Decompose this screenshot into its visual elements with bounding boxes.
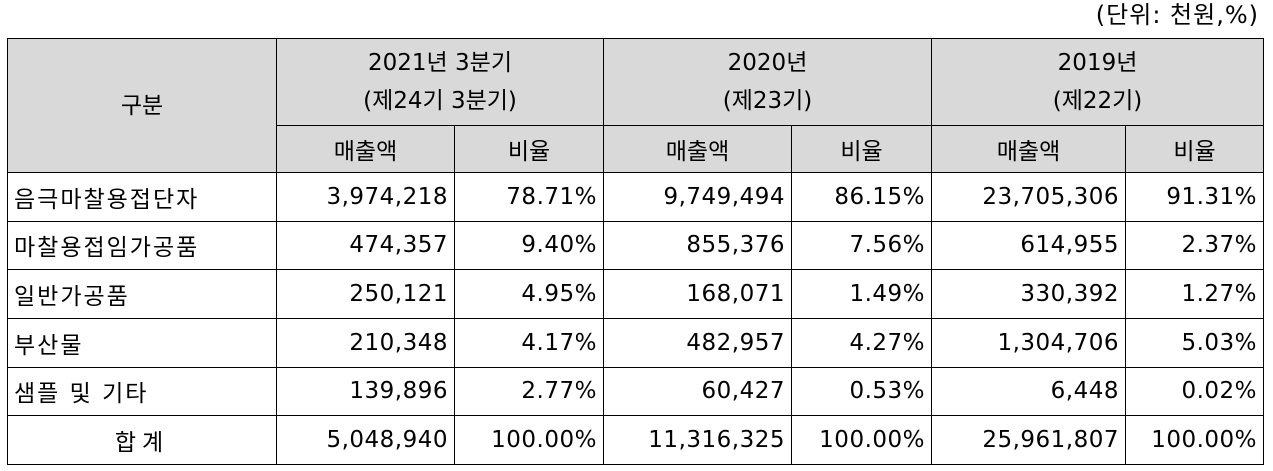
row-category: 음극마찰용접단자: [7, 172, 277, 222]
unit-label: (단위: 천원,%): [1095, 1, 1259, 29]
cell-sales: 474,357: [276, 220, 455, 271]
table-row: 마찰용접임가공품 474,357 9.40% 855,376 7.56% 614…: [7, 220, 1265, 271]
cell-sales: 1,304,706: [931, 317, 1127, 368]
cell-sales: 3,974,218: [276, 172, 455, 222]
header-ratio: 비율: [454, 125, 604, 173]
period-year: 2019년: [1057, 50, 1138, 76]
cell-sales: 250,121: [276, 269, 455, 319]
table-row: 음극마찰용접단자 3,974,218 78.71% 9,749,494 86.1…: [7, 172, 1265, 222]
header-period-2019: 2019년 (제22기): [931, 38, 1265, 126]
cell-sales: 11,316,325: [603, 415, 792, 465]
cell-sales: 330,392: [931, 269, 1127, 319]
table-row: 일반가공품 250,121 4.95% 168,071 1.49% 330,39…: [7, 269, 1265, 319]
period-term: (제24기 3분기): [363, 88, 517, 114]
period-term: (제22기): [1052, 88, 1143, 114]
sales-table: 구분 2021년 3분기 (제24기 3분기) 2020년 (제23기) 201…: [7, 38, 1265, 465]
cell-ratio: 5.03%: [1125, 317, 1265, 368]
cell-ratio: 1.49%: [790, 269, 933, 319]
period-year: 2020년: [727, 50, 808, 76]
row-category: 부산물: [7, 317, 277, 368]
cell-ratio: 0.53%: [790, 366, 933, 417]
cell-ratio: 4.17%: [454, 317, 604, 368]
cell-ratio: 2.37%: [1125, 220, 1265, 271]
header-period-2020: 2020년 (제23기): [602, 38, 933, 126]
cell-sales: 25,961,807: [931, 415, 1127, 465]
cell-ratio: 2.77%: [454, 366, 604, 417]
cell-sales: 139,896: [276, 366, 455, 417]
row-category: 합계: [7, 415, 277, 465]
row-category: 샘플 및 기타: [7, 366, 277, 417]
cell-sales: 210,348: [276, 317, 455, 368]
table-row-total: 합계 5,048,940 100.00% 11,316,325 100.00% …: [7, 415, 1265, 465]
period-term: (제23기): [722, 88, 813, 114]
cell-ratio: 86.15%: [790, 172, 933, 222]
table-row: 샘플 및 기타 139,896 2.77% 60,427 0.53% 6,448…: [7, 366, 1265, 417]
cell-ratio: 91.31%: [1125, 172, 1265, 222]
cell-ratio: 7.56%: [790, 220, 933, 271]
cell-ratio: 9.40%: [454, 220, 604, 271]
cell-ratio: 0.02%: [1125, 366, 1265, 417]
cell-sales: 6,448: [931, 366, 1127, 417]
header-period-2021q3: 2021년 3분기 (제24기 3분기): [276, 38, 604, 126]
cell-ratio: 4.95%: [454, 269, 604, 319]
header-sales: 매출액: [931, 125, 1127, 173]
row-category: 일반가공품: [7, 269, 277, 319]
period-year: 2021년 3분기: [368, 50, 512, 76]
cell-sales: 855,376: [603, 220, 792, 271]
header-category: 구분: [7, 38, 277, 173]
cell-sales: 614,955: [931, 220, 1127, 271]
cell-ratio: 4.27%: [790, 317, 933, 368]
cell-sales: 482,957: [603, 317, 792, 368]
cell-sales: 60,427: [603, 366, 792, 417]
header-ratio: 비율: [790, 125, 933, 173]
cell-ratio: 100.00%: [1125, 415, 1265, 465]
cell-sales: 168,071: [603, 269, 792, 319]
cell-sales: 5,048,940: [276, 415, 455, 465]
row-category: 마찰용접임가공품: [7, 220, 277, 271]
header-sales: 매출액: [276, 125, 455, 173]
table-row: 부산물 210,348 4.17% 482,957 4.27% 1,304,70…: [7, 317, 1265, 368]
header-sales: 매출액: [603, 125, 792, 173]
cell-ratio: 78.71%: [454, 172, 604, 222]
cell-sales: 9,749,494: [603, 172, 792, 222]
header-ratio: 비율: [1125, 125, 1265, 173]
cell-sales: 23,705,306: [931, 172, 1127, 222]
cell-ratio: 100.00%: [790, 415, 933, 465]
cell-ratio: 1.27%: [1125, 269, 1265, 319]
cell-ratio: 100.00%: [454, 415, 604, 465]
